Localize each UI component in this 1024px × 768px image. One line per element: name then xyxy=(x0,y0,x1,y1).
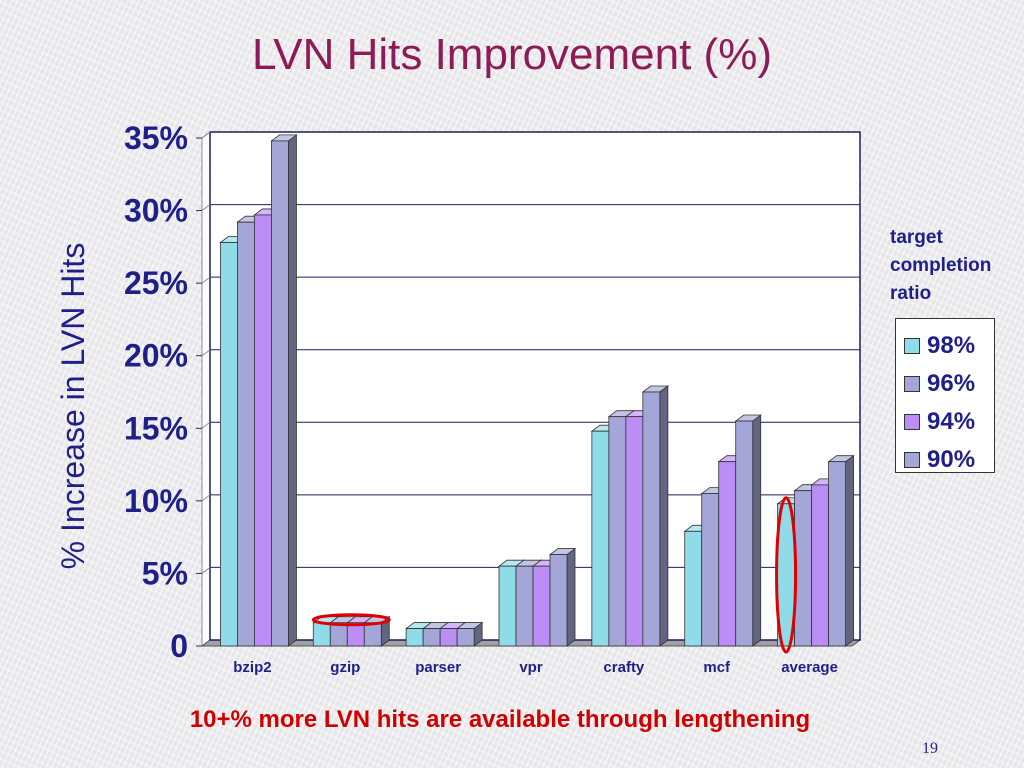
bar-parser-94% xyxy=(439,628,458,647)
bar-vpr-90% xyxy=(549,554,568,647)
legend-swatch xyxy=(904,414,920,430)
bar-vpr-98% xyxy=(498,565,517,647)
legend-label: 90% xyxy=(927,446,976,473)
y-tick-label: 0 xyxy=(170,628,188,664)
x-tick-label: parser xyxy=(415,659,461,676)
bar-average-96% xyxy=(794,490,812,647)
legend-swatch xyxy=(904,376,920,392)
bar-parser-98% xyxy=(405,628,424,647)
gridline-depth xyxy=(201,349,211,357)
bar-gzip-98% xyxy=(312,622,331,647)
x-tick-label: crafty xyxy=(603,659,645,676)
bar-gzip-96% xyxy=(329,622,348,647)
bar-mcf-96% xyxy=(701,493,720,647)
x-tick-label: vpr xyxy=(519,659,543,676)
bar-mcf-98% xyxy=(684,530,703,647)
legend-item: 98% xyxy=(904,327,994,365)
gridline-depth xyxy=(201,131,211,139)
bar-mcf-94% xyxy=(718,461,737,647)
legend-label: 98% xyxy=(927,332,976,359)
x-tick-label: mcf xyxy=(703,659,731,676)
bar-crafty-90% xyxy=(642,391,661,647)
legend-item: 90% xyxy=(904,441,994,479)
x-tick-label: average xyxy=(781,659,838,676)
x-tick-label: gzip xyxy=(330,659,360,676)
y-tick-label: 5% xyxy=(142,555,188,591)
gridline-depth xyxy=(201,421,211,429)
legend: 98% 96% 94% 90% xyxy=(895,318,995,473)
y-tick-label: 10% xyxy=(124,483,188,519)
legend-swatch xyxy=(904,338,920,354)
bar-crafty-90%-side xyxy=(659,385,669,647)
bar-bzip2-96% xyxy=(237,221,255,647)
y-tick-label: 30% xyxy=(124,193,188,229)
legend-swatch xyxy=(904,452,920,468)
bar-vpr-94% xyxy=(532,565,551,647)
gridline-depth xyxy=(201,276,211,284)
y-tick-label: 35% xyxy=(124,120,188,156)
bar-bzip2-90% xyxy=(271,140,289,647)
bar-mcf-90%-side xyxy=(752,414,762,647)
bar-vpr-96% xyxy=(515,565,534,647)
legend-item: 96% xyxy=(904,365,994,403)
bar-crafty-94% xyxy=(625,416,644,647)
bar-average-90% xyxy=(828,461,846,647)
legend-item: 94% xyxy=(904,403,994,441)
bar-parser-96% xyxy=(422,628,441,647)
legend-label: 96% xyxy=(927,370,976,397)
gridline-depth xyxy=(201,567,211,574)
bar-crafty-98% xyxy=(591,430,610,647)
page-number: 19 xyxy=(922,740,938,757)
gridline-depth xyxy=(201,204,211,211)
bar-parser-90% xyxy=(456,628,475,647)
y-tick-label: 15% xyxy=(124,410,188,446)
gridline-depth xyxy=(201,494,211,502)
slide-footnote: 10+% more LVN hits are available through… xyxy=(189,706,811,733)
bar-average-90%-side xyxy=(845,454,854,647)
x-tick-label: bzip2 xyxy=(233,659,271,676)
highlight-ellipse-average xyxy=(775,496,798,654)
legend-label: 94% xyxy=(927,408,976,435)
y-tick-label: 25% xyxy=(124,265,188,301)
bar-gzip-90% xyxy=(363,622,382,647)
bar-mcf-90% xyxy=(735,420,754,647)
bar-crafty-96% xyxy=(608,416,627,647)
bar-vpr-90%-side xyxy=(566,547,576,647)
bar-bzip2-94% xyxy=(254,214,272,647)
highlight-ellipse-gzip xyxy=(311,613,391,627)
y-axis-label: % Increase in LVN Hits xyxy=(55,243,91,570)
bar-bzip2-98% xyxy=(220,242,238,647)
slide-title: LVN Hits Improvement (%) xyxy=(252,30,772,79)
bar-bzip2-90%-side xyxy=(288,134,297,647)
bar-average-94% xyxy=(811,484,829,647)
legend-title: target completion ratio xyxy=(890,227,992,304)
y-tick-label: 20% xyxy=(124,338,188,374)
